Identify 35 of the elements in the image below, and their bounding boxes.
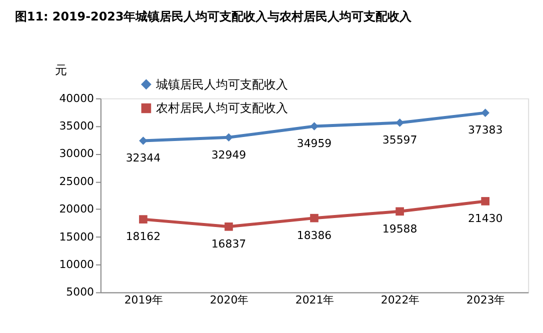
point [396, 118, 404, 127]
data-label: 32344 [126, 152, 161, 165]
data-label: 19588 [382, 222, 418, 236]
x-tick-label: 2022年 [380, 294, 420, 307]
y-axis-title: 元 [55, 62, 68, 77]
point [224, 222, 233, 231]
y-tick-label: 20000 [59, 202, 94, 216]
data-label: 18162 [126, 230, 161, 244]
legend-label: 城镇居民人均可支配收入 [155, 77, 288, 92]
x-tick-label: 2023年 [466, 294, 506, 307]
point [481, 108, 490, 117]
y-tick-label: 30000 [59, 147, 94, 160]
point [139, 215, 148, 224]
y-tick-label: 40000 [59, 92, 94, 105]
chart-title: 图11: 2019-2023年城镇居民人均可支配收入与农村居民人均可支配收入 [14, 10, 413, 24]
data-label: 16837 [211, 238, 246, 251]
y-tick-label: 35000 [59, 120, 94, 132]
y-tick-label: 25000 [59, 174, 94, 188]
y-tick-label: 15000 [59, 230, 94, 244]
legend-label: 农村居民人均可支配收入 [156, 101, 288, 116]
x-tick-label: 2020年 [210, 294, 249, 307]
data-label: 37383 [468, 124, 503, 137]
data-label: 35597 [382, 134, 418, 147]
y-tick-label: 10000 [59, 258, 94, 272]
data-label: 21430 [468, 212, 503, 226]
point [310, 214, 318, 222]
y-tick-label: 5000 [66, 286, 94, 299]
data-label: 18386 [296, 228, 332, 242]
point [310, 122, 318, 130]
data-label: 34959 [296, 137, 332, 150]
data-label: 32949 [211, 148, 246, 162]
x-tick-label: 2021年 [295, 294, 334, 307]
point [481, 197, 490, 206]
point [396, 207, 404, 216]
x-tick-label: 2019年 [124, 294, 164, 307]
